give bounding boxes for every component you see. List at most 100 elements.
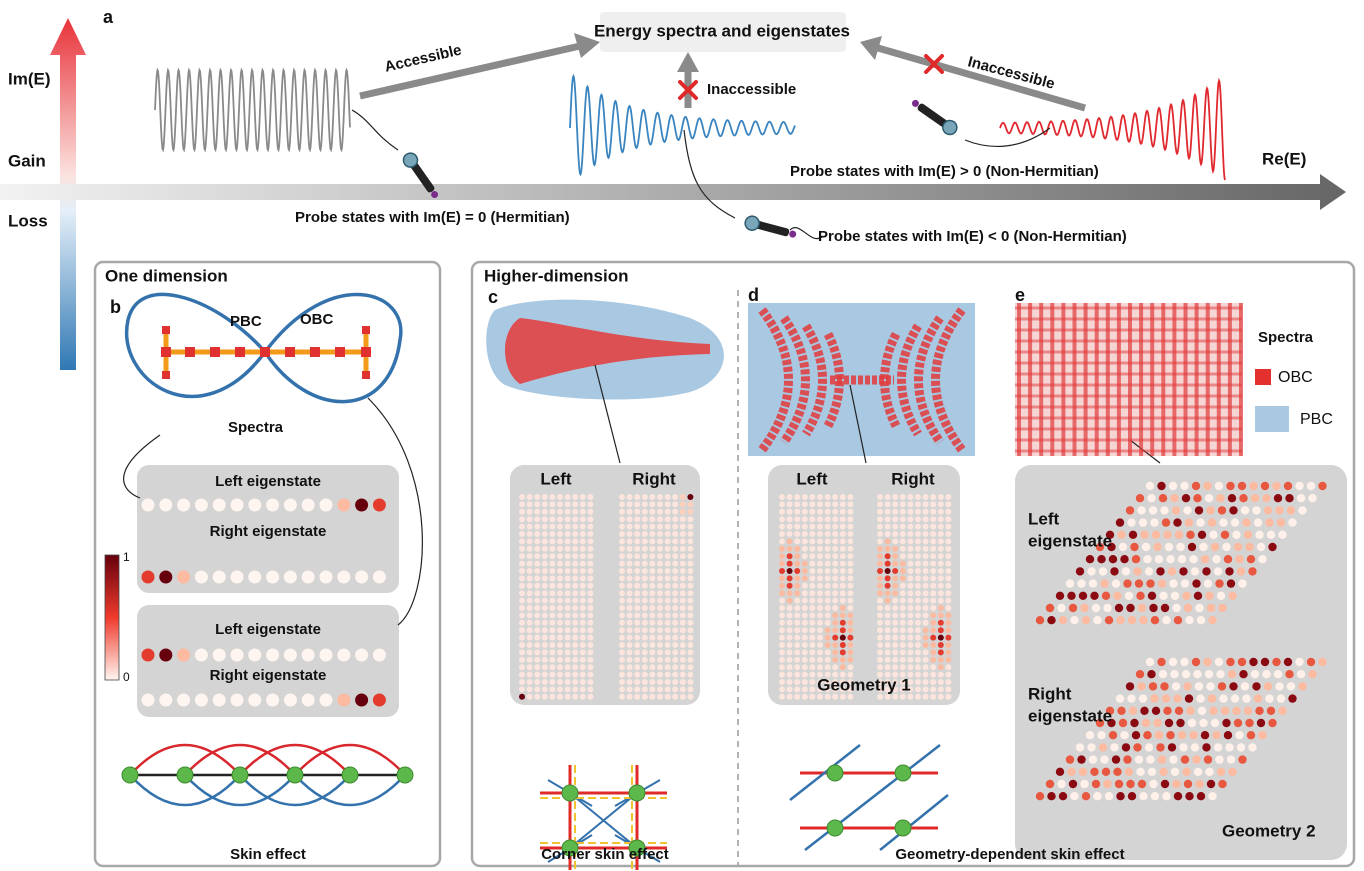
site [248, 499, 261, 512]
site [938, 509, 944, 515]
site [802, 553, 808, 559]
site [542, 538, 548, 544]
caption: Skin effect [230, 846, 306, 863]
site [1077, 579, 1085, 587]
site [923, 672, 929, 678]
site [580, 627, 586, 633]
site [542, 568, 548, 574]
site [557, 612, 563, 618]
site [794, 612, 800, 618]
site [802, 649, 808, 655]
site [1214, 743, 1222, 751]
site [1272, 482, 1280, 490]
site [945, 694, 951, 700]
site [1174, 616, 1182, 624]
site [787, 546, 793, 552]
site [657, 575, 663, 581]
site [572, 538, 578, 544]
site [1162, 792, 1170, 800]
site [1298, 682, 1306, 690]
site [519, 501, 525, 507]
site [634, 686, 640, 692]
site [930, 501, 936, 507]
site [680, 494, 686, 500]
site [634, 694, 640, 700]
site [1288, 518, 1296, 526]
site [877, 568, 883, 574]
site [587, 642, 593, 648]
site [1170, 670, 1178, 678]
site [627, 686, 633, 692]
site [680, 664, 686, 670]
site [213, 499, 226, 512]
site [1216, 494, 1224, 502]
site [587, 664, 593, 670]
site [847, 509, 853, 515]
site [840, 598, 846, 604]
site [847, 516, 853, 522]
site [930, 516, 936, 522]
site [657, 531, 663, 537]
site [1252, 506, 1260, 514]
site [1089, 755, 1097, 763]
site [1148, 592, 1156, 600]
site [1155, 731, 1163, 739]
site [1222, 719, 1230, 727]
site [779, 568, 785, 574]
site [1206, 506, 1214, 514]
site [794, 561, 800, 567]
site [672, 598, 678, 604]
site [657, 524, 663, 530]
site [817, 664, 823, 670]
site [1184, 604, 1192, 612]
site [794, 583, 800, 589]
site [1140, 531, 1148, 539]
site [915, 516, 921, 522]
site [587, 516, 593, 522]
site [1235, 555, 1243, 563]
site [657, 679, 663, 685]
site [892, 546, 898, 552]
site [534, 672, 540, 678]
site [1237, 743, 1245, 751]
site [847, 694, 853, 700]
site [657, 538, 663, 544]
site [527, 575, 533, 581]
site [619, 583, 625, 589]
site [779, 538, 785, 544]
site [665, 612, 671, 618]
obc-point [210, 347, 220, 357]
node [629, 785, 645, 801]
site [832, 538, 838, 544]
site [930, 538, 936, 544]
caption: Geometry-dependent skin effect [895, 846, 1124, 863]
site [1268, 719, 1276, 727]
site [1307, 658, 1315, 666]
site [1217, 768, 1225, 776]
obc-point [310, 347, 320, 357]
site [1092, 780, 1100, 788]
site [1183, 682, 1191, 690]
node [342, 767, 358, 783]
site [1158, 579, 1166, 587]
colorbar [105, 555, 119, 680]
site [549, 694, 555, 700]
site [642, 509, 648, 515]
site [840, 590, 846, 596]
site [587, 568, 593, 574]
site [572, 679, 578, 685]
site [355, 571, 368, 584]
site [892, 620, 898, 626]
site [1298, 506, 1306, 514]
site [542, 605, 548, 611]
site [649, 672, 655, 678]
site [542, 531, 548, 537]
site [527, 635, 533, 641]
site [542, 509, 548, 515]
obc-point [161, 347, 171, 357]
site [619, 642, 625, 648]
site [1183, 506, 1191, 514]
site [642, 546, 648, 552]
microphone [744, 215, 798, 242]
site [527, 568, 533, 574]
